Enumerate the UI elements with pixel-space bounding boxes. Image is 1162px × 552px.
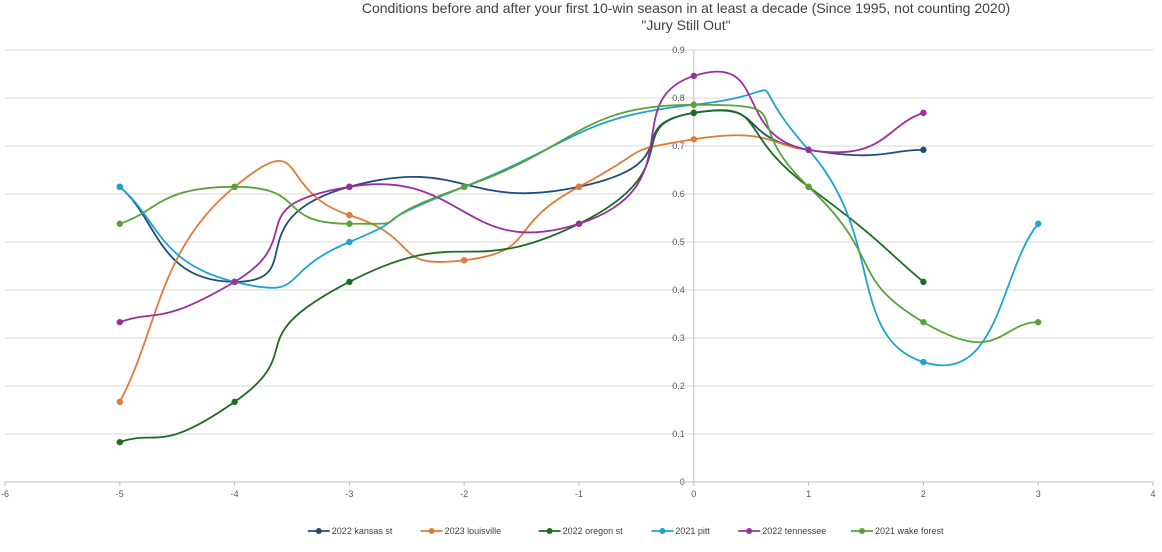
data-point: [116, 183, 124, 190]
legend-swatch-marker: [315, 528, 322, 534]
data-point: [461, 257, 468, 264]
x-tick-label: 0: [691, 489, 696, 499]
data-point: [690, 101, 697, 108]
legend-swatch-marker: [859, 528, 865, 534]
data-point: [575, 183, 583, 190]
data-point: [920, 318, 927, 326]
data-point: [346, 183, 353, 190]
data-point: [116, 398, 124, 406]
series-line: [119, 109, 924, 444]
legend-item: 2022 oregon st: [538, 526, 624, 536]
legend-item: 2022 tennessee: [738, 526, 826, 536]
data-point: [920, 278, 927, 286]
data-point: [575, 220, 583, 227]
legend-item: 2023 louisville: [420, 526, 502, 536]
data-point: [920, 358, 927, 366]
legend-label: 2021 pitt: [675, 526, 710, 536]
x-tick-label: 2: [921, 489, 926, 499]
data-point: [805, 146, 812, 154]
legend-swatch-marker: [746, 528, 753, 534]
data-point: [116, 318, 124, 326]
data-point: [346, 278, 353, 286]
data-point: [920, 109, 927, 117]
y-tick-label: 0.9: [672, 45, 685, 55]
y-tick-label: 0.1: [672, 429, 685, 439]
series-2: [116, 109, 927, 446]
x-tick-label: -4: [231, 489, 239, 499]
legend-label: 2022 tennessee: [762, 526, 826, 536]
series-line: [119, 103, 1039, 344]
series-5: [116, 101, 1042, 344]
data-point: [231, 398, 238, 406]
data-point: [231, 278, 238, 286]
y-tick-label: 0.7: [672, 141, 685, 151]
legend-label: 2021 wake forest: [875, 526, 944, 536]
legend-item: 2022 kansas st: [307, 526, 393, 536]
series-layer: [116, 70, 1042, 446]
x-tick-label: -6: [1, 489, 9, 499]
data-point: [116, 220, 124, 227]
data-point: [690, 136, 697, 143]
y-tick-label: 0.5: [672, 237, 685, 247]
y-tick-label: 0.6: [672, 189, 685, 199]
legend-label: 2022 oregon st: [563, 526, 624, 536]
data-point: [1035, 318, 1042, 326]
legend-label: 2023 louisville: [445, 526, 502, 536]
data-point: [346, 211, 353, 219]
y-tick-label: 0.8: [672, 93, 685, 103]
x-tick-label: -1: [575, 489, 583, 499]
y-tick-label: 0.3: [672, 333, 685, 343]
series-line: [119, 70, 924, 324]
series-4: [116, 70, 927, 326]
data-point: [461, 183, 468, 190]
x-tick-label: 1: [806, 489, 811, 499]
x-tick-label: -3: [345, 489, 353, 499]
data-point: [805, 183, 812, 190]
legend: 2022 kansas st 2023 louisville 2022 oregon…: [307, 526, 944, 536]
data-point: [690, 109, 697, 117]
y-tick-label: 0.2: [672, 381, 685, 391]
y-tick-label: 0.4: [672, 285, 685, 295]
axes: 0 0.1 0.2 0.3 0.4 0.5 0.6 0.7 0.8 0.9 -6 -5 -4 -3 -2 -1…: [1, 45, 1156, 499]
series-line: [119, 134, 809, 403]
legend-swatch-marker: [659, 528, 666, 534]
series-line: [119, 89, 1039, 367]
legend-swatch-marker: [546, 528, 553, 534]
legend-swatch-marker: [428, 528, 435, 534]
chart-subtitle: "Jury Still Out": [641, 17, 731, 33]
series-1: [116, 134, 812, 406]
data-point: [346, 220, 353, 227]
x-tick-label: 4: [1150, 489, 1155, 499]
series-line: [119, 109, 924, 283]
series-0: [116, 109, 927, 286]
legend-label: 2022 kansas st: [332, 526, 393, 536]
legend-item: 2021 pitt: [651, 526, 710, 536]
data-point: [116, 438, 124, 446]
x-tick-label: -2: [460, 489, 468, 499]
x-tick-label: 3: [1036, 489, 1041, 499]
data-point: [231, 183, 238, 190]
legend-item: 2021 wake forest: [851, 526, 944, 536]
data-point: [690, 72, 697, 80]
gridlines: [5, 49, 1153, 435]
x-tick-label: -5: [116, 489, 124, 499]
data-point: [920, 146, 927, 154]
data-point: [1035, 220, 1042, 227]
data-point: [346, 238, 353, 246]
chart-title: Conditions before and after your first 1…: [361, 0, 1011, 16]
